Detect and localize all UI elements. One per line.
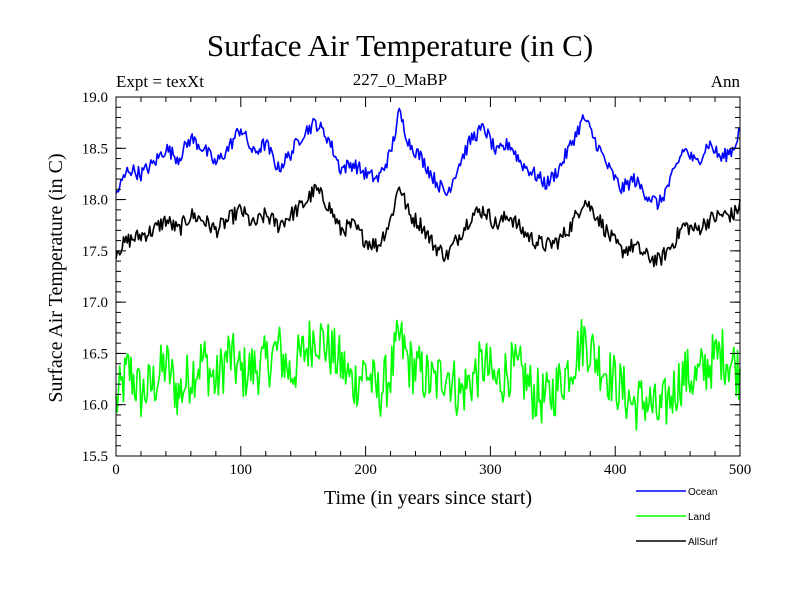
x-tick-label: 500 <box>729 462 752 478</box>
y-tick-label: 18.5 <box>82 141 108 157</box>
y-tick-label: 15.5 <box>82 449 108 465</box>
plot-frame <box>115 96 741 457</box>
y-axis-label: Surface Air Temperature (in C) <box>45 153 67 402</box>
legend-label-allsurf: AllSurf <box>688 537 718 548</box>
x-tick-label: 100 <box>230 462 253 478</box>
x-tick-label: 200 <box>354 462 377 478</box>
series-line-allsurf <box>115 183 741 268</box>
legend: Ocean Land AllSurf <box>636 487 718 548</box>
x-tick-label: 300 <box>479 462 502 478</box>
y-tick-label: 19.0 <box>82 90 108 106</box>
legend-label-ocean: Ocean <box>688 487 717 498</box>
chart-title: Surface Air Temperature (in C) <box>206 28 594 63</box>
season-label: Ann <box>710 72 740 91</box>
x-axis-label: Time (in years since start) <box>324 487 532 509</box>
y-tick-label: 17.0 <box>82 295 108 311</box>
plot-area <box>115 107 741 431</box>
series-line-land <box>115 318 741 431</box>
series-line-ocean <box>115 107 741 211</box>
chart-subtitle: 227_0_MaBP <box>352 70 448 89</box>
y-tick-label: 18.0 <box>82 193 108 209</box>
y-tick-label: 16.5 <box>82 346 108 362</box>
x-tick-label: 400 <box>604 462 627 478</box>
axes: 0 100 200 300 400 500 15.5 16.0 16.5 17.0 17.5 18.0… <box>82 90 752 478</box>
x-tick-label: 0 <box>112 462 120 478</box>
legend-label-land: Land <box>688 512 710 523</box>
experiment-label: Expt = texXt <box>116 72 204 91</box>
y-tick-label: 17.5 <box>82 244 108 260</box>
y-tick-label: 16.0 <box>82 398 108 414</box>
